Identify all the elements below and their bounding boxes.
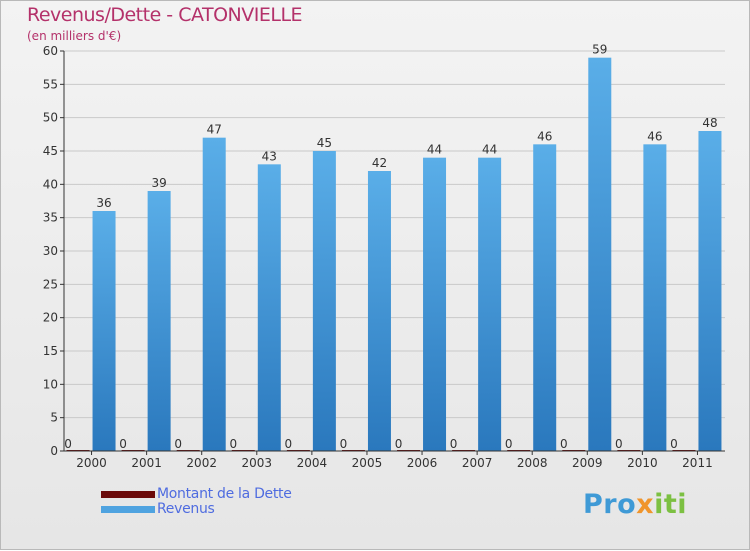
x-tick-label: 2009 — [572, 456, 603, 470]
data-label-debt: 0 — [64, 437, 72, 451]
y-tick-label: 10 — [43, 377, 58, 391]
y-tick-label: 15 — [43, 344, 58, 358]
x-tick-label: 2007 — [462, 456, 493, 470]
bar-revenue — [147, 191, 171, 451]
data-label-revenue: 43 — [262, 149, 277, 163]
x-tick-label: 2002 — [186, 456, 217, 470]
bar-revenue — [588, 57, 612, 452]
bar-revenue — [423, 157, 447, 451]
y-tick-label: 45 — [43, 144, 58, 158]
data-label-revenue: 39 — [151, 176, 166, 190]
legend-swatch-debt — [101, 491, 155, 498]
legend-label-debt: Montant de la Dette — [157, 486, 292, 502]
y-tick-label: 25 — [43, 277, 58, 291]
y-tick-label: 5 — [50, 411, 58, 425]
data-label-revenue: 46 — [537, 129, 552, 143]
data-label-debt: 0 — [395, 437, 403, 451]
bar-revenue — [367, 171, 391, 451]
bar-revenue — [698, 131, 722, 451]
x-tick-label: 2004 — [297, 456, 328, 470]
x-tick-label: 2003 — [242, 456, 273, 470]
brand-segment-2: x — [636, 489, 655, 520]
data-labels: 0 36 0 39 0 47 0 43 0 45 0 42 0 44 0 44 0 46 0 59 0 46 0 48 — [64, 43, 717, 451]
brand-segment-3: iti — [654, 489, 687, 520]
legend-swatch-revenue — [101, 506, 155, 513]
data-label-revenue: 44 — [482, 143, 497, 157]
data-label-debt: 0 — [560, 437, 568, 451]
y-tick-label: 60 — [43, 44, 58, 58]
data-label-revenue: 46 — [647, 129, 662, 143]
data-label-debt: 0 — [670, 437, 678, 451]
brand-segment-1: Pro — [583, 489, 637, 520]
data-label-debt: 0 — [174, 437, 182, 451]
data-label-debt: 0 — [229, 437, 237, 451]
data-label-revenue: 44 — [427, 143, 442, 157]
data-label-debt: 0 — [285, 437, 293, 451]
x-tick-label: 2011 — [682, 456, 713, 470]
bar-revenue — [202, 137, 226, 451]
data-label-revenue: 47 — [207, 123, 222, 137]
y-tick-label: 20 — [43, 311, 58, 325]
data-label-debt: 0 — [340, 437, 348, 451]
data-label-debt: 0 — [505, 437, 513, 451]
bar-revenue — [478, 157, 502, 451]
legend-label-revenue: Revenus — [157, 501, 215, 517]
y-tick-label: 30 — [43, 244, 58, 258]
x-tick-label: 2006 — [407, 456, 438, 470]
y-tick-label: 35 — [43, 211, 58, 225]
data-label-revenue: 48 — [702, 116, 717, 130]
x-tick-label: 2010 — [627, 456, 658, 470]
y-tick-label: 50 — [43, 111, 58, 125]
x-tick-label: 2000 — [76, 456, 107, 470]
data-label-revenue: 36 — [96, 196, 111, 210]
chart-subtitle: (en milliers d'€) — [27, 29, 122, 43]
x-tick-label: 2008 — [517, 456, 548, 470]
y-tick-label: 40 — [43, 177, 58, 191]
y-tick-label: 0 — [50, 444, 58, 458]
brand-logo: Proxiti — [583, 489, 687, 520]
data-label-debt: 0 — [450, 437, 458, 451]
bar-revenue — [312, 151, 336, 451]
x-tick-label: 2005 — [352, 456, 383, 470]
data-label-revenue: 59 — [592, 43, 607, 57]
bars — [66, 57, 722, 452]
data-label-revenue: 42 — [372, 156, 387, 170]
data-label-revenue: 45 — [317, 136, 332, 150]
bar-revenue — [533, 144, 557, 452]
x-tick-label: 2001 — [131, 456, 162, 470]
bar-revenue — [643, 144, 667, 452]
y-tick-label: 55 — [43, 77, 58, 91]
grid-lines — [64, 50, 725, 419]
bar-revenue — [92, 211, 116, 451]
data-label-debt: 0 — [119, 437, 127, 451]
chart-title: Revenus/Dette - CATONVIELLE — [27, 4, 303, 26]
data-label-debt: 0 — [615, 437, 623, 451]
bar-revenue — [257, 164, 281, 452]
